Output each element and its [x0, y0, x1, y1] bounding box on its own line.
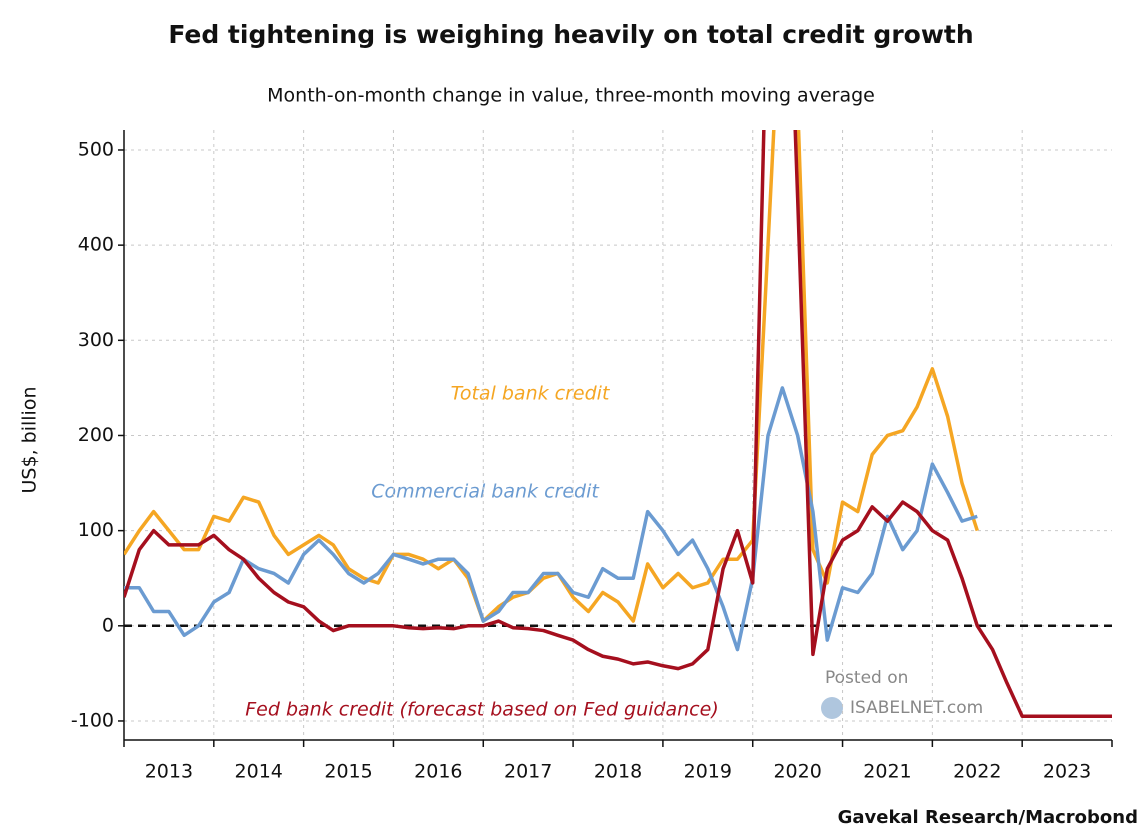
- x-tick-label: 2021: [863, 761, 911, 783]
- y-tick-label: -100: [71, 709, 114, 731]
- y-tick-label: 400: [78, 234, 114, 256]
- chart-title: Fed tightening is weighing heavily on to…: [168, 20, 973, 49]
- x-tick-label: 2014: [235, 761, 283, 783]
- watermark: Posted on: [825, 668, 908, 688]
- chart-subtitle: Month-on-month change in value, three-mo…: [267, 85, 875, 107]
- x-tick-label: 2023: [1043, 761, 1091, 783]
- x-tick-label: 2018: [594, 761, 642, 783]
- watermark: ISABELNET.com: [850, 698, 983, 718]
- watermark-logo: [821, 697, 843, 719]
- y-tick-label: 500: [78, 138, 114, 160]
- series-line: [124, 130, 1112, 718]
- x-tick-label: 2017: [504, 761, 552, 783]
- series-label: Total bank credit: [451, 383, 611, 405]
- x-tick-label: 2016: [414, 761, 462, 783]
- y-axis-label: US$, billion: [19, 387, 41, 494]
- x-tick-label: 2020: [773, 761, 821, 783]
- series-line: [124, 386, 978, 652]
- plot-area: [124, 130, 1112, 718]
- source: Gavekal Research/Macrobond: [838, 807, 1138, 828]
- x-tick-label: 2022: [953, 761, 1001, 783]
- x-tick-label: 2019: [684, 761, 732, 783]
- x-tick-label: 2013: [145, 761, 193, 783]
- x-tick-label: 2015: [324, 761, 372, 783]
- y-tick-label: 200: [78, 424, 114, 446]
- series-label: Fed bank credit (forecast based on Fed g…: [245, 699, 718, 721]
- series-line: [124, 130, 979, 623]
- y-tick-label: 0: [102, 614, 114, 636]
- y-tick-label: 100: [78, 519, 114, 541]
- y-tick-label: 300: [78, 329, 114, 351]
- series-label: Commercial bank credit: [371, 481, 600, 503]
